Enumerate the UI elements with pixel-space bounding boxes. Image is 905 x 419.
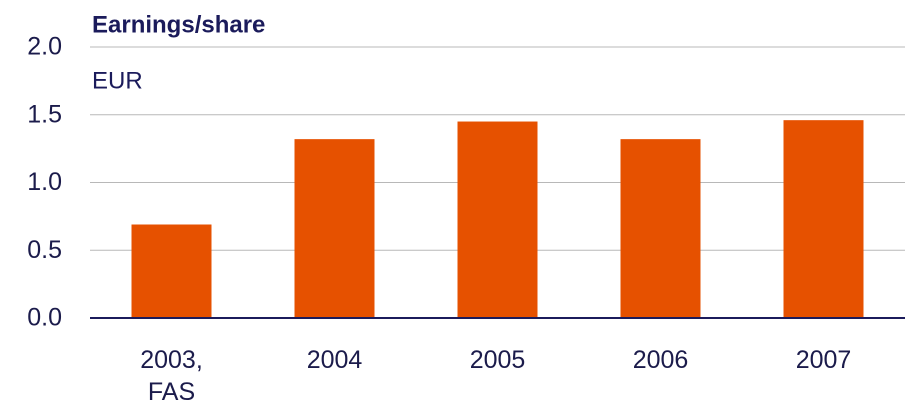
unit-label: EUR: [92, 67, 143, 94]
y-tick-label: 0.0: [27, 304, 62, 332]
x-tick-label: 2005: [469, 346, 526, 374]
x-tick-label: 2003, FAS: [140, 346, 203, 406]
y-tick-label: 1.0: [27, 168, 62, 196]
x-tick-label: 2006: [632, 346, 689, 374]
y-tick-label: 1.5: [27, 100, 62, 128]
bar: [457, 121, 538, 319]
bar: [131, 224, 212, 318]
y-tick-label: 0.5: [27, 236, 62, 264]
y-tick-label: 2.0: [27, 33, 62, 61]
x-tick-label: 2007: [795, 346, 852, 374]
bar: [294, 139, 375, 318]
bar: [620, 139, 701, 318]
x-tick-label: 2004: [306, 346, 363, 374]
chart-title: Earnings/share: [92, 11, 265, 38]
bar: [783, 120, 864, 318]
